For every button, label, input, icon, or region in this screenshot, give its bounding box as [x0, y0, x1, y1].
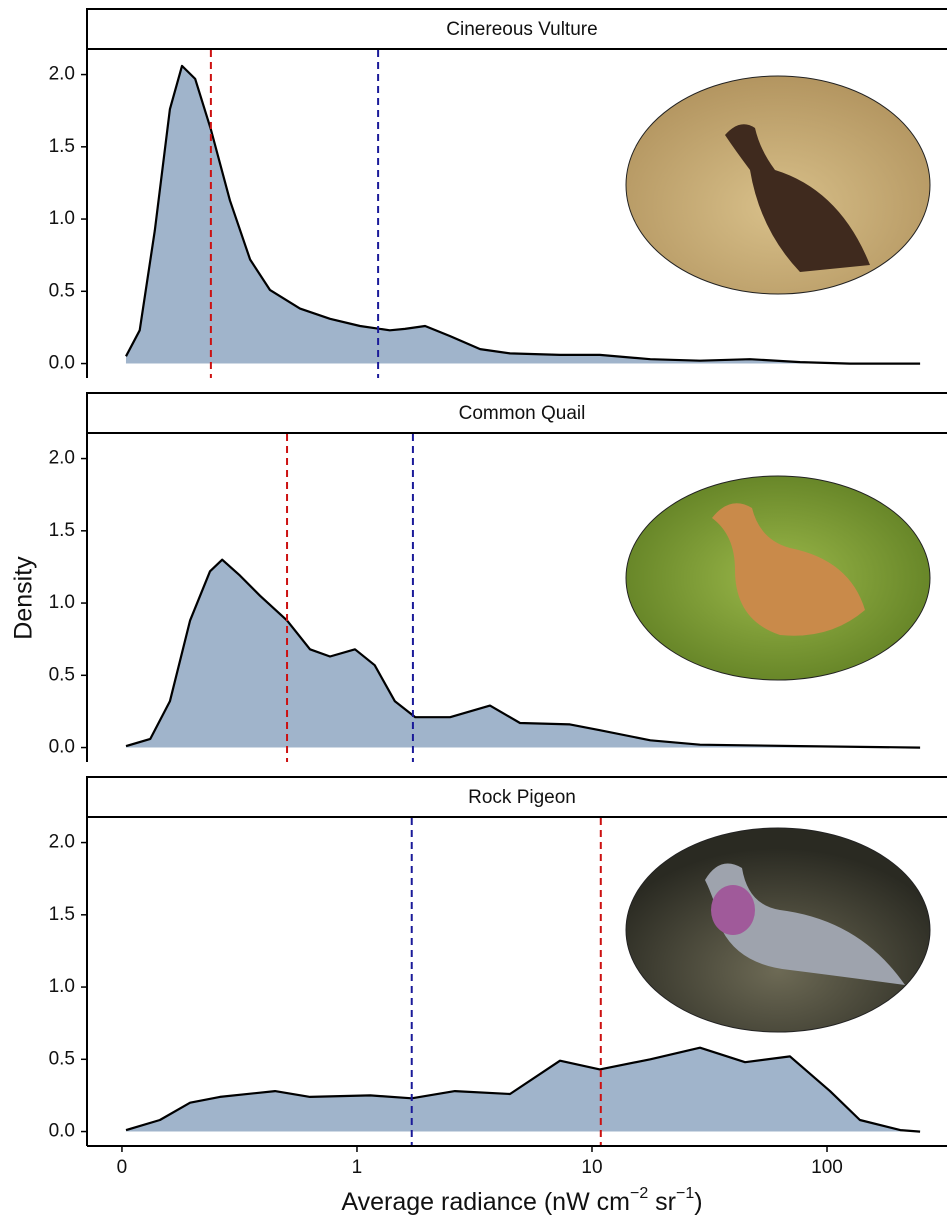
photo-quail	[626, 476, 930, 680]
strip-title: Cinereous Vulture	[446, 19, 597, 40]
y-tick-label: 2.0	[49, 64, 75, 85]
x-axis-title-part: sr	[648, 1188, 676, 1216]
y-tick-label: 1.5	[49, 904, 75, 925]
y-tick-label: 1.5	[49, 136, 75, 157]
chart: Cinereous Vulture 0.0 0.5 1.0 1.5 2.0 Common Q…	[0, 0, 947, 1218]
y-tick-label: 1.0	[49, 208, 75, 229]
y-tick-label: 2.0	[49, 832, 75, 853]
photo-vulture	[626, 76, 930, 294]
x-axis-title-part: Average radiance (nW cm	[341, 1188, 630, 1216]
x-tick-label: 100	[811, 1157, 843, 1178]
x-axis-title-part: )	[694, 1188, 702, 1216]
y-tick-label: 0.0	[49, 1121, 75, 1142]
photo-pigeon	[626, 828, 930, 1032]
x-axis-title: Average radiance (nW cm−2 sr−1)	[341, 1185, 702, 1215]
y-tick-label: 1.0	[49, 592, 75, 613]
density-area	[126, 1048, 920, 1132]
y-tick-label: 0.5	[49, 664, 75, 685]
y-tick-label: 1.5	[49, 520, 75, 541]
strip-title: Rock Pigeon	[468, 787, 576, 808]
y-tick-label: 2.0	[49, 448, 75, 469]
x-tick-label: 1	[352, 1157, 363, 1178]
x-tick-label: 0	[117, 1157, 128, 1178]
x-tick-label: 10	[581, 1157, 602, 1178]
y-tick-label: 0.0	[49, 353, 75, 374]
x-axis-title-sup: −2	[630, 1185, 648, 1202]
strip-title: Common Quail	[459, 403, 586, 424]
y-tick-label: 0.5	[49, 1048, 75, 1069]
x-axis-title-sup: −1	[676, 1185, 694, 1202]
y-tick-label: 0.5	[49, 280, 75, 301]
y-tick-label: 1.0	[49, 976, 75, 997]
y-axis-title: Density	[10, 556, 38, 640]
y-tick-label: 0.0	[49, 737, 75, 758]
